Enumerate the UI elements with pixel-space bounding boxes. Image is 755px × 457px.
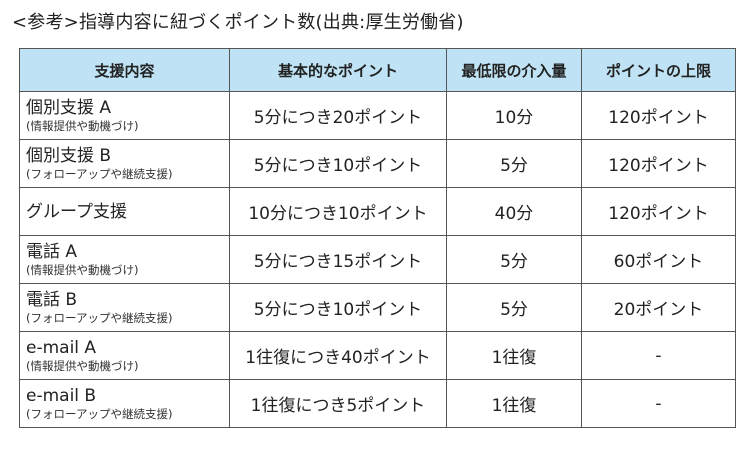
support-subtitle: (情報提供や動機づけ) (26, 359, 139, 373)
minimum-intervention-cell: 1往復 (446, 331, 582, 380)
support-name: 電話 B (26, 290, 78, 310)
point-cap-cell: 120ポイント (581, 187, 736, 236)
minimum-intervention-cell: 5分 (446, 283, 582, 332)
table-row: e-mail A (情報提供や動機づけ) 1往復につき40ポイント 1往復 - (19, 331, 736, 380)
support-name-cell: 個別支援 A (情報提供や動機づけ) (19, 91, 230, 140)
minimum-intervention-cell: 1往復 (446, 379, 582, 428)
support-name-cell: グループ支援 (19, 187, 230, 236)
table-row: グループ支援 10分につき10ポイント 40分 120ポイント (19, 187, 736, 236)
table-row: 電話 A (情報提供や動機づけ) 5分につき15ポイント 5分 60ポイント (19, 235, 736, 284)
support-name-cell: 電話 A (情報提供や動機づけ) (19, 235, 230, 284)
point-cap-cell: 120ポイント (581, 91, 736, 140)
point-cap-cell: - (581, 331, 736, 380)
support-subtitle: (情報提供や動機づけ) (26, 263, 139, 277)
point-cap-cell: 120ポイント (581, 139, 736, 188)
minimum-intervention-cell: 10分 (446, 91, 582, 140)
support-name-cell: e-mail B (フォローアップや継続支援) (19, 379, 230, 428)
support-name: 個別支援 A (26, 98, 112, 118)
minimum-intervention-cell: 40分 (446, 187, 582, 236)
support-name: e-mail A (26, 338, 97, 358)
point-cap-cell: 20ポイント (581, 283, 736, 332)
minimum-intervention-cell: 5分 (446, 235, 582, 284)
support-name-cell: 電話 B (フォローアップや継続支援) (19, 283, 230, 332)
support-name-cell: e-mail A (情報提供や動機づけ) (19, 331, 230, 380)
header-support-content: 支援内容 (19, 48, 230, 92)
support-subtitle: (情報提供や動機づけ) (26, 119, 139, 133)
point-cap-cell: 60ポイント (581, 235, 736, 284)
page-title: <参考>指導内容に紐づくポイント数(出典:厚生労働省) (12, 12, 464, 33)
basic-points-cell: 5分につき15ポイント (229, 235, 447, 284)
basic-points-cell: 5分につき20ポイント (229, 91, 447, 140)
basic-points-cell: 10分につき10ポイント (229, 187, 447, 236)
basic-points-cell: 5分につき10ポイント (229, 283, 447, 332)
header-point-cap: ポイントの上限 (581, 48, 736, 92)
support-name-cell: 個別支援 B (フォローアップや継続支援) (19, 139, 230, 188)
points-table: 支援内容 基本的なポイント 最低限の介入量 ポイントの上限 個別支援 A (情報… (19, 48, 736, 428)
minimum-intervention-cell: 5分 (446, 139, 582, 188)
support-name: e-mail B (26, 386, 97, 406)
table-row: 個別支援 A (情報提供や動機づけ) 5分につき20ポイント 10分 120ポイ… (19, 91, 736, 140)
support-subtitle: (フォローアップや継続支援) (26, 407, 173, 421)
table-row: 個別支援 B (フォローアップや継続支援) 5分につき10ポイント 5分 120… (19, 139, 736, 188)
header-minimum-intervention: 最低限の介入量 (446, 48, 582, 92)
basic-points-cell: 1往復につき40ポイント (229, 331, 447, 380)
support-subtitle: (フォローアップや継続支援) (26, 311, 173, 325)
support-name: グループ支援 (26, 201, 127, 222)
table-header-row: 支援内容 基本的なポイント 最低限の介入量 ポイントの上限 (19, 48, 736, 92)
point-cap-cell: - (581, 379, 736, 428)
support-name: 個別支援 B (26, 146, 112, 166)
basic-points-cell: 5分につき10ポイント (229, 139, 447, 188)
basic-points-cell: 1往復につき5ポイント (229, 379, 447, 428)
support-subtitle: (フォローアップや継続支援) (26, 167, 173, 181)
table-row: 電話 B (フォローアップや継続支援) 5分につき10ポイント 5分 20ポイン… (19, 283, 736, 332)
support-name: 電話 A (26, 242, 78, 262)
header-basic-points: 基本的なポイント (229, 48, 447, 92)
table-row: e-mail B (フォローアップや継続支援) 1往復につき5ポイント 1往復 … (19, 379, 736, 428)
